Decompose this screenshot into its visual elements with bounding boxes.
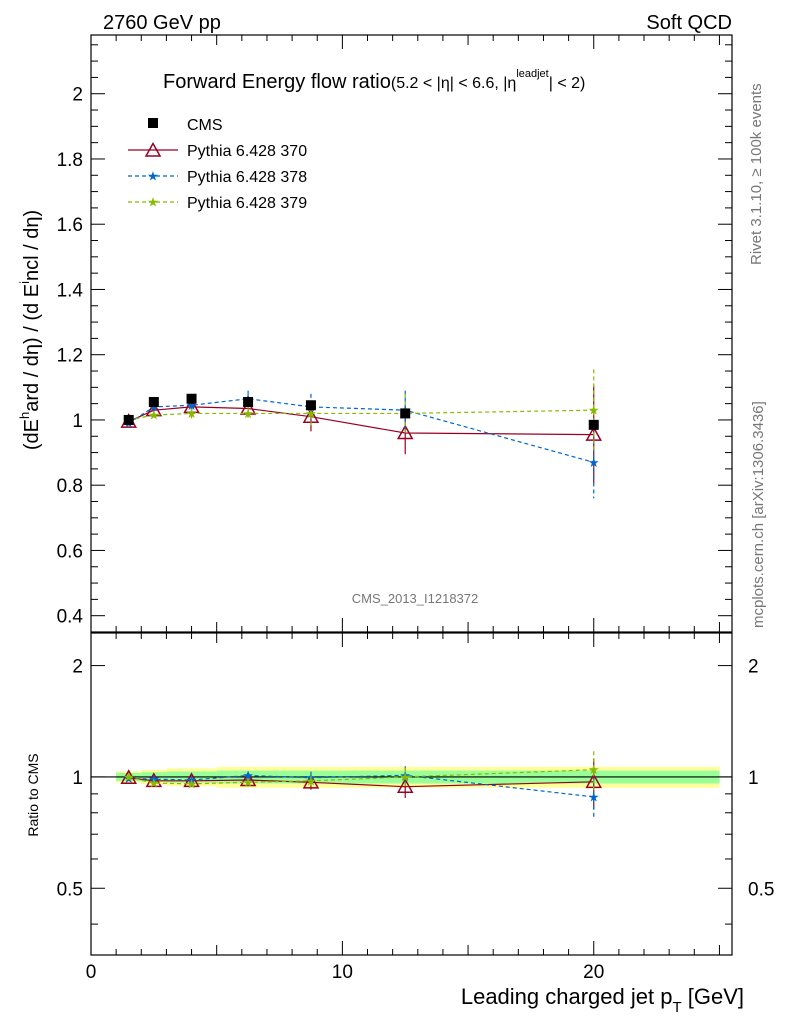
x-tick-label: 10 <box>332 962 353 983</box>
x-tick-label: 0 <box>86 962 97 983</box>
y-axis-label-2: ard / dη) / (d E <box>21 284 43 412</box>
y-axis-label: (dEhard / dη) / (d Eincl / dη) <box>17 210 43 450</box>
ratio-panel-marks: ★ ★ ★ ★ ★ ★★★ ★ ★ ★ ★ ★ ★ <box>120 751 603 819</box>
legend-378-marker: ★ <box>147 169 159 184</box>
cms-data-point <box>186 393 197 404</box>
legend-entry-pythia-370: Pythia 6.428 370 <box>128 141 307 160</box>
series-2-point: ★ <box>588 403 600 418</box>
main-panel-marks: ★★★★★★★★★★★★★★ <box>120 369 603 499</box>
y-axis-label-sup: h <box>17 412 32 419</box>
cms-data-point <box>588 419 599 430</box>
y-tick-label: 1 <box>72 411 83 432</box>
legend-entry-pythia-378: ★ Pythia 6.428 378 <box>128 169 307 186</box>
ratio-tick-label-left: 2 <box>72 657 83 678</box>
ratio-2-point: ★ <box>123 769 135 784</box>
ratio-1-point: ★ <box>242 768 254 783</box>
axes: 0.40.60.811.21.41.61.820 10 200.5 0.51 12 2 <box>57 34 774 983</box>
ratio-2-point: ★ <box>588 762 600 777</box>
y-tick-label: 1.4 <box>57 280 84 301</box>
ratio-2-point: ★ <box>242 775 254 790</box>
cms-data-point <box>148 397 159 408</box>
header-right: Soft QCD <box>646 12 732 34</box>
series-2-point: ★ <box>148 408 160 423</box>
legend: CMS Pythia 6.428 370 ★ Pythia 6.428 378 … <box>128 117 307 212</box>
chart-title-sub-1: (5.2 < |η| < 6.6, |η <box>391 75 516 92</box>
y-tick-label: 1.6 <box>57 215 83 236</box>
legend-entry-pythia-379: ★ Pythia 6.428 379 <box>128 195 307 212</box>
y-tick-label: 0.4 <box>57 607 84 628</box>
series-2-point: ★ <box>305 406 317 421</box>
legend-cms-marker <box>148 118 158 128</box>
cms-data-point <box>305 400 316 411</box>
series-2-point: ★ <box>186 406 198 421</box>
ratio-tick-label-right: 2 <box>748 657 759 678</box>
series-1-point: ★ <box>186 398 198 413</box>
legend-370-marker <box>144 141 162 157</box>
ratio-1-point: ★ <box>186 773 198 788</box>
main-panel-frame <box>90 34 733 633</box>
y-tick-label: 1.2 <box>57 346 83 367</box>
series-0-point <box>396 424 414 440</box>
cms-data-point <box>243 397 254 408</box>
ratio-0-point <box>396 778 414 793</box>
chart-title-main: Forward Energy flow ratio <box>163 71 391 93</box>
ratio-0-point <box>239 771 257 787</box>
ratio-tick-label-right: 1 <box>748 768 759 789</box>
legend-378-label: Pythia 6.428 378 <box>187 169 307 186</box>
y-tick-label: 1.8 <box>57 150 83 171</box>
ratio-tick-label-left: 1 <box>72 768 83 789</box>
rivet-version-text: Rivet 3.1.10, ≥ 100k events <box>748 83 765 265</box>
ratio-y-axis-label: Ratio to CMS <box>25 753 41 836</box>
y-tick-label: 2 <box>72 85 83 106</box>
ratio-0-point <box>120 769 137 784</box>
legend-cms-label: CMS <box>187 117 223 134</box>
y-axis-label-3: ncl / dη) <box>21 210 43 281</box>
mcplots-reference-text: mcplots.cern.ch [arXiv:1306.3436] <box>750 401 767 628</box>
ratio-0-point <box>302 773 320 789</box>
ratio-panel-frame <box>90 632 733 956</box>
analysis-watermark: CMS_2013_I1218372 <box>352 591 479 606</box>
x-axis-label: Leading charged jet pT [GeV] <box>461 984 744 1016</box>
ratio-2-point: ★ <box>186 776 198 791</box>
ratio-tick-label-right: 0.5 <box>748 879 774 900</box>
y-tick-label: 0.8 <box>57 476 83 497</box>
ratio-2-point: ★ <box>399 769 411 784</box>
chart-title: Forward Energy flow ratio(5.2 < |η| < 6.… <box>163 68 585 93</box>
y-tick-label: 0.6 <box>57 541 83 562</box>
x-axis-label-2: [GeV] <box>682 984 744 1009</box>
chart-title-sub-2: | < 2) <box>549 75 586 92</box>
series-line-1 <box>128 398 594 463</box>
ratio-2-point: ★ <box>305 773 317 788</box>
legend-379-label: Pythia 6.428 379 <box>187 195 307 212</box>
series-1-point: ★ <box>588 455 600 470</box>
x-axis-label-sub: T <box>672 999 681 1016</box>
ratio-tick-label-left: 0.5 <box>57 879 83 900</box>
chart-title-sub-sup: leadjet <box>516 68 548 80</box>
ratio-1-point: ★ <box>588 789 600 804</box>
cms-data-point <box>400 408 411 419</box>
legend-370-label: Pythia 6.428 370 <box>187 143 307 160</box>
legend-379-marker: ★ <box>147 195 159 210</box>
x-axis-label-1: Leading charged jet p <box>461 984 673 1009</box>
ratio-0-point <box>145 772 163 788</box>
ratio-1-point: ★ <box>148 772 160 787</box>
y-axis-label-sup2: i <box>17 281 32 284</box>
x-tick-label: 20 <box>583 962 604 983</box>
cms-data-point <box>123 414 134 425</box>
series-line-2 <box>128 409 594 421</box>
header-left: 2760 GeV pp <box>103 12 221 34</box>
ratio-2-point: ★ <box>148 776 160 791</box>
y-axis-label-1: (dE <box>21 419 43 450</box>
series-2-point: ★ <box>242 406 254 421</box>
legend-entry-cms: CMS <box>148 117 223 134</box>
